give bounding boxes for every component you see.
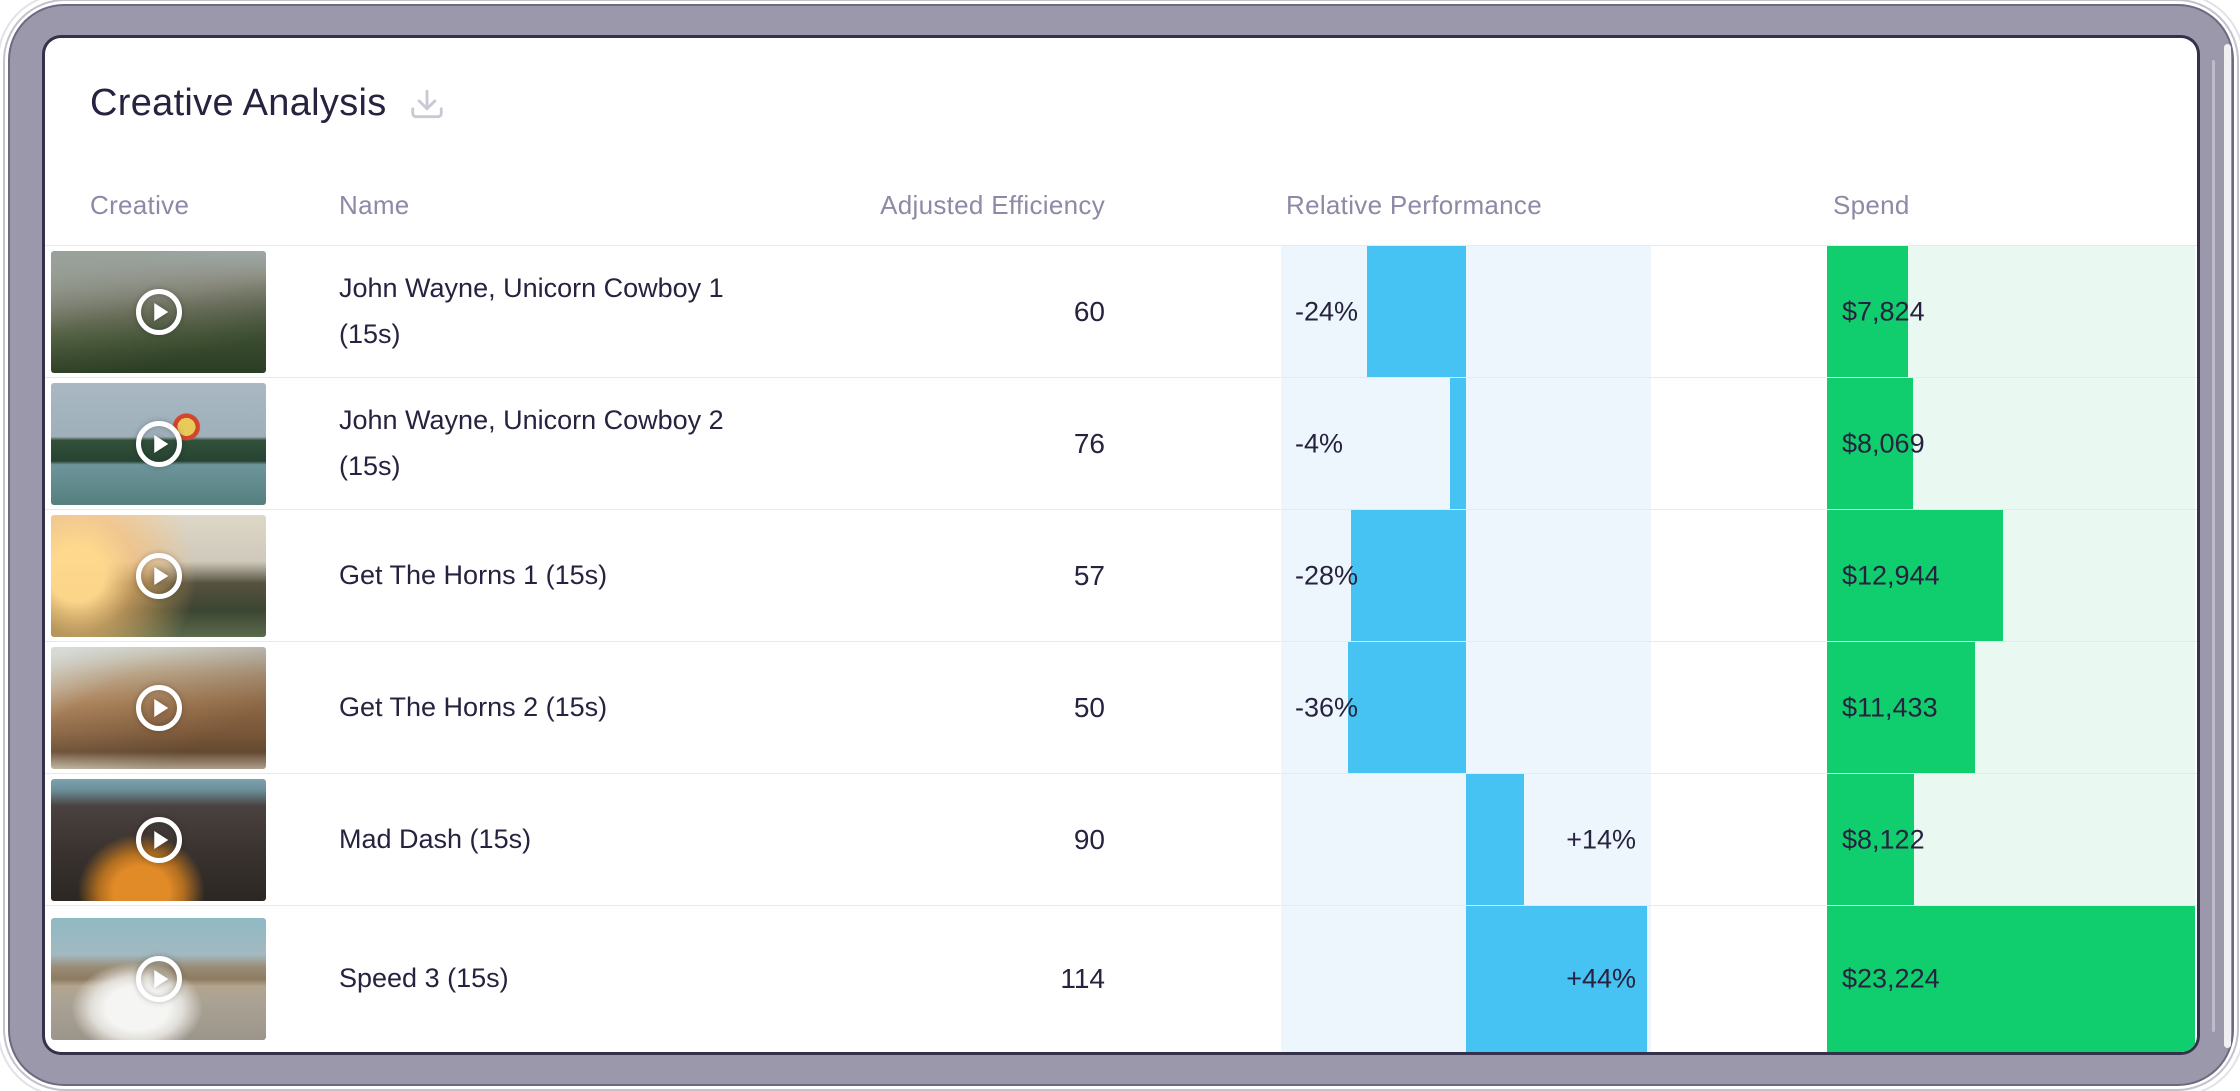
spend-label: $8,069 [1842, 428, 1925, 458]
spend-bar [1827, 510, 2003, 641]
play-triangle [153, 434, 168, 453]
relative-performance-chart: -28% [1281, 510, 1651, 641]
hiker-orange-jacket-mountains-video-thumbnail[interactable] [51, 778, 266, 901]
spend-chart: $23,224 [1827, 906, 2195, 1052]
play-icon[interactable] [135, 684, 182, 731]
page-title: Creative Analysis [90, 82, 387, 124]
canyon-cliffs-video-thumbnail[interactable] [51, 646, 266, 769]
relative-performance-label: -28% [1295, 560, 1359, 590]
adjusted-efficiency-value: 50 [1073, 691, 1105, 723]
relative-performance-label: +14% [1566, 824, 1636, 854]
relative-performance-label: -36% [1295, 692, 1359, 722]
relative-performance-chart: -36% [1281, 642, 1651, 773]
column-header-spend: Spend [1833, 190, 1910, 220]
play-triangle [153, 698, 168, 717]
relative-performance-bar [1466, 906, 1647, 1052]
table-row: Get The Horns 1 (15s) 57 -28% $12,944 [45, 509, 2197, 641]
creative-name: John Wayne, Unicorn Cowboy 2 (15s) [339, 404, 724, 481]
relative-performance-bar [1348, 642, 1466, 773]
creative-name: Get The Horns 2 (15s) [339, 691, 608, 722]
sunrise-hills-video-thumbnail[interactable] [51, 514, 266, 637]
creative-name: Mad Dash (15s) [339, 823, 532, 854]
creative-name: Get The Horns 1 (15s) [339, 559, 608, 590]
spend-bar [1827, 246, 1908, 377]
adjusted-efficiency-value: 57 [1073, 559, 1105, 591]
table-row: Mad Dash (15s) 90 +14% $8,122 [45, 773, 2197, 905]
play-triangle [153, 830, 168, 849]
spend-chart: $7,824 [1827, 246, 2195, 377]
stacked-card-edge [2212, 60, 2215, 1032]
relative-performance-chart: -4% [1281, 378, 1651, 509]
spend-bar [1827, 774, 1914, 905]
play-triangle [153, 970, 168, 988]
play-triangle [153, 566, 168, 585]
creative-name: Speed 3 (15s) [339, 963, 509, 994]
play-icon[interactable] [135, 816, 182, 863]
download-button[interactable] [407, 84, 447, 124]
table-body: John Wayne, Unicorn Cowboy 1 (15s) 60 -24%… [45, 245, 2197, 1052]
column-header-adjusted-efficiency: Adjusted Efficiency [880, 190, 1105, 220]
column-header-name: Name [339, 190, 410, 220]
table-row: Get The Horns 2 (15s) 50 -36% $11,433 [45, 641, 2197, 773]
spend-label: $23,224 [1842, 963, 1940, 994]
relative-performance-label: +44% [1566, 963, 1636, 994]
spend-chart: $8,122 [1827, 774, 2195, 905]
play-icon[interactable] [135, 552, 182, 599]
spend-label: $8,122 [1842, 824, 1925, 854]
mountain-valley-video-thumbnail[interactable] [51, 250, 266, 373]
relative-performance-chart: +14% [1281, 774, 1651, 905]
download-icon [410, 89, 443, 118]
play-icon[interactable] [135, 956, 182, 1002]
card-header: Creative Analysis [90, 82, 447, 125]
adjusted-efficiency-value: 114 [1060, 963, 1105, 994]
relative-performance-bar [1367, 246, 1466, 377]
adjusted-efficiency-value: 60 [1073, 295, 1105, 327]
relative-performance-chart: +44% [1281, 906, 1651, 1052]
relative-performance-bar [1466, 774, 1524, 905]
adjusted-efficiency-value: 76 [1073, 427, 1105, 459]
spend-chart: $8,069 [1827, 378, 2195, 509]
table-row: John Wayne, Unicorn Cowboy 1 (15s) 60 -24%… [45, 245, 2197, 377]
relative-performance-label: -24% [1295, 296, 1359, 326]
spend-label: $12,944 [1842, 560, 1940, 590]
spend-bar [1827, 906, 2195, 1052]
creative-name: John Wayne, Unicorn Cowboy 1 (15s) [339, 272, 724, 349]
spend-bar [1827, 378, 1913, 509]
creative-analysis-card: Creative Analysis Creative Name Adjusted… [45, 38, 2197, 1052]
play-triangle [153, 302, 168, 321]
relative-performance-bar [1351, 510, 1466, 641]
stacked-card-edge [2224, 44, 2231, 1048]
spend-label: $7,824 [1842, 296, 1925, 326]
hot-air-balloon-lake-video-thumbnail[interactable] [51, 382, 266, 505]
column-header-creative: Creative [90, 190, 190, 220]
column-header-relative-performance: Relative Performance [1286, 190, 1542, 220]
relative-performance-label: -4% [1295, 428, 1344, 458]
adjusted-efficiency-value: 90 [1073, 823, 1105, 855]
white-race-car-desert-road-video-thumbnail[interactable] [51, 918, 266, 1040]
play-icon[interactable] [135, 420, 182, 467]
spend-bar [1827, 642, 1975, 773]
spend-label: $11,433 [1842, 692, 1938, 722]
table-row: Speed 3 (15s) 114 +44% $23,224 [45, 905, 2197, 1052]
play-icon[interactable] [135, 288, 182, 335]
relative-performance-bar [1450, 378, 1466, 509]
table-header-row: Creative Name Adjusted Efficiency Relati… [45, 190, 2197, 220]
spend-chart: $12,944 [1827, 510, 2195, 641]
spend-chart: $11,433 [1827, 642, 2195, 773]
table-row: John Wayne, Unicorn Cowboy 2 (15s) 76 -4% $… [45, 377, 2197, 509]
relative-performance-chart: -24% [1281, 246, 1651, 377]
